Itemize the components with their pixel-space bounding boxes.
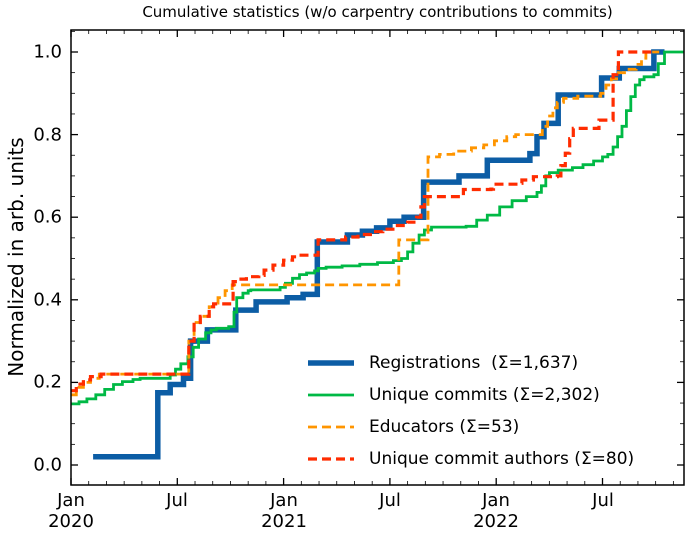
registrations-line-sample xyxy=(308,360,354,366)
y-tick-label: 1.0 xyxy=(33,41,62,63)
legend: Registrations (Σ=1,637) Unique commits (… xyxy=(308,347,634,475)
educators-line-sample xyxy=(308,425,354,429)
x-tick-label: Jul xyxy=(592,490,614,511)
legend-label: Unique commits (Σ=2,302) xyxy=(369,385,600,405)
y-tick-label: 0.2 xyxy=(33,371,62,393)
legend-item-unique-commit-authors: Unique commit authors (Σ=80) xyxy=(308,443,634,475)
legend-item-registrations: Registrations (Σ=1,637) xyxy=(308,347,634,379)
y-tick-label: 0.0 xyxy=(33,454,62,476)
y-axis-label: Normalized in arb. units xyxy=(4,137,28,377)
x-tick-label: Jul xyxy=(166,490,188,511)
x-tick-label: Jan 2020 xyxy=(48,490,94,532)
legend-item-unique-commits: Unique commits (Σ=2,302) xyxy=(308,379,634,411)
x-tick-label: Jul xyxy=(379,490,401,511)
legend-label: Educators (Σ=53) xyxy=(369,417,520,437)
unique-commits-line-sample xyxy=(308,393,354,397)
y-tick-label: 0.4 xyxy=(33,289,62,311)
unique-commit-authors-line-sample xyxy=(308,457,354,461)
chart-title: Cumulative statistics (w/o carpentry con… xyxy=(142,3,613,21)
legend-item-educators: Educators (Σ=53) xyxy=(308,411,634,443)
legend-label: Registrations (Σ=1,637) xyxy=(369,353,579,373)
y-tick-label: 0.8 xyxy=(33,124,62,146)
x-tick-label: Jan 2021 xyxy=(261,490,307,532)
y-tick-label: 0.6 xyxy=(33,206,62,228)
x-tick-label: Jan 2022 xyxy=(473,490,519,532)
legend-label: Unique commit authors (Σ=80) xyxy=(369,449,635,469)
